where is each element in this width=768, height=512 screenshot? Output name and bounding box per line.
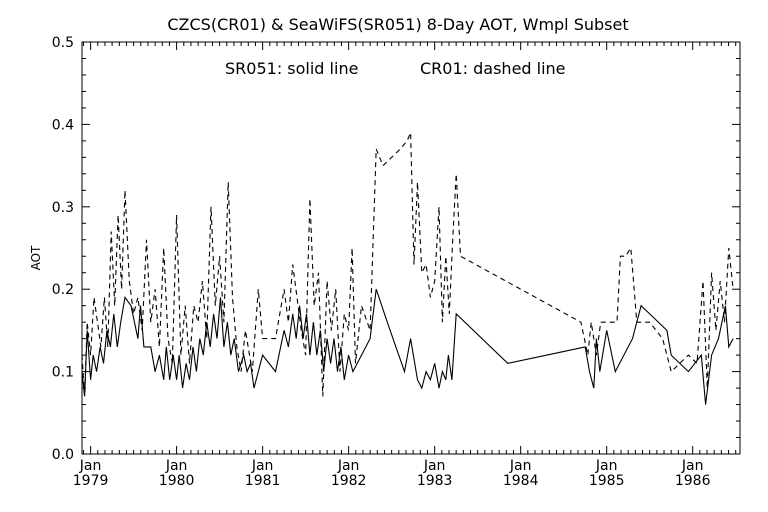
x-tick-month-label: Jan: [251, 458, 274, 474]
legend-annotation-solid: SR051: solid line: [225, 59, 358, 78]
x-tick-year-label: 1986: [675, 473, 711, 489]
y-tick-label: 0.5: [52, 35, 74, 51]
x-tick-month-label: Jan: [165, 458, 188, 474]
y-axis-ticks: 0.0 0.1 0.2 0.3 0.4 0.5: [52, 35, 740, 463]
series-layer: [81, 132, 734, 405]
legend-annotation-dashed: CR01: dashed line: [420, 59, 566, 78]
series-line-cr01: [81, 132, 734, 397]
y-tick-label: 0.0: [52, 447, 74, 463]
series-line-sr051: [81, 289, 734, 405]
y-tick-label: 0.1: [52, 365, 74, 381]
y-axis-label: AOT: [29, 245, 43, 270]
y-tick-label: 0.3: [52, 200, 74, 216]
plot-frame: [81, 41, 741, 455]
x-tick-year-label: 1982: [331, 473, 367, 489]
x-tick-year-label: 1983: [417, 473, 453, 489]
x-tick-year-label: 1984: [503, 473, 539, 489]
y-tick-label: 0.2: [52, 282, 74, 298]
x-tick-month-label: Jan: [509, 458, 532, 474]
y-tick-label: 0.4: [52, 117, 74, 133]
x-axis-ticks: Jan1979Jan1980Jan1981Jan1982Jan1983Jan19…: [73, 42, 737, 489]
x-tick-month-label: Jan: [423, 458, 446, 474]
x-tick-month-label: Jan: [79, 458, 102, 474]
chart-title: CZCS(CR01) & SeaWiFS(SR051) 8-Day AOT, W…: [167, 15, 628, 34]
x-tick-month-label: Jan: [595, 458, 618, 474]
x-tick-year-label: 1985: [589, 473, 625, 489]
x-tick-year-label: 1980: [159, 473, 195, 489]
x-tick-month-label: Jan: [681, 458, 704, 474]
x-tick-month-label: Jan: [337, 458, 360, 474]
x-tick-year-label: 1981: [245, 473, 281, 489]
x-tick-year-label: 1979: [73, 473, 109, 489]
